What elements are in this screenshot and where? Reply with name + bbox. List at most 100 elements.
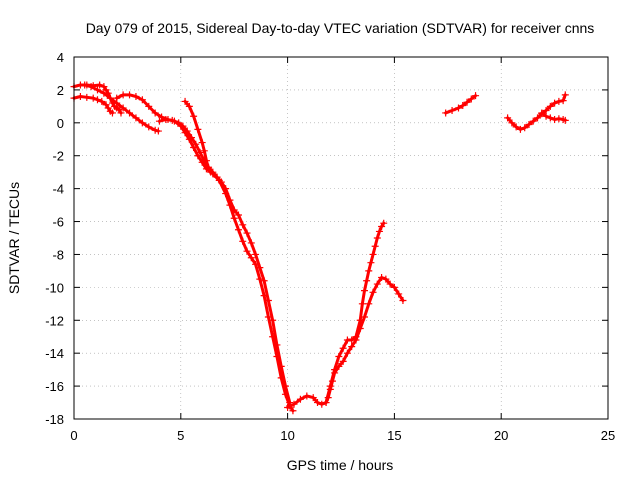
- data-point-marker: [256, 264, 264, 272]
- data-point-marker: [83, 93, 91, 101]
- series-track-f: [181, 97, 215, 176]
- data-point-marker: [162, 116, 170, 124]
- y-tick-label: -6: [52, 215, 64, 230]
- data-point-marker: [168, 116, 176, 124]
- data-point-marker: [339, 344, 347, 352]
- data-point-marker: [284, 403, 292, 411]
- data-point-marker: [234, 226, 242, 234]
- data-point-marker: [76, 92, 84, 100]
- data-point-marker: [185, 102, 193, 110]
- data-point-marker: [260, 277, 268, 285]
- data-point-marker: [151, 126, 159, 134]
- data-point-marker: [155, 117, 163, 125]
- y-tick-label: 0: [57, 116, 64, 131]
- data-point-marker: [512, 123, 520, 131]
- data-point-marker: [472, 92, 480, 100]
- data-points: [70, 81, 569, 415]
- data-point-marker: [373, 234, 381, 242]
- data-point-marker: [190, 112, 198, 120]
- data-point-marker: [363, 277, 371, 285]
- series-track-i: [442, 92, 480, 117]
- data-point-marker: [226, 196, 234, 204]
- y-tick-label: -8: [52, 247, 64, 262]
- data-point-marker: [303, 392, 311, 400]
- data-point-marker: [309, 394, 317, 402]
- data-point-marker: [217, 178, 225, 186]
- y-tick-label: -10: [45, 280, 64, 295]
- data-point-marker: [87, 83, 95, 91]
- y-tick-label: -18: [45, 412, 64, 427]
- data-point-marker: [365, 300, 373, 308]
- x-tick-label: 25: [601, 428, 615, 443]
- data-point-marker: [369, 250, 377, 258]
- data-point-marker: [289, 407, 297, 415]
- y-tick-label: 4: [57, 50, 64, 65]
- data-point-marker: [132, 92, 140, 100]
- data-point-marker: [331, 366, 339, 374]
- data-point-marker: [243, 229, 251, 237]
- data-point-marker: [538, 109, 546, 117]
- chart-title: Day 079 of 2015, Sidereal Day-to-day VTE…: [86, 20, 595, 36]
- data-point-marker: [296, 395, 304, 403]
- data-point-marker: [348, 343, 356, 351]
- data-point-marker: [467, 95, 475, 103]
- series-track-d: [113, 91, 297, 415]
- data-point-marker: [222, 185, 230, 193]
- data-point-marker: [454, 104, 462, 112]
- y-axis-label: SDTVAR / TECUs: [6, 182, 22, 294]
- data-point-marker: [382, 275, 390, 283]
- data-point-marker: [154, 127, 162, 135]
- x-tick-label: 10: [280, 428, 294, 443]
- data-point-marker: [399, 297, 407, 305]
- data-point-marker: [100, 89, 108, 97]
- data-point-marker: [239, 237, 247, 245]
- data-point-marker: [89, 94, 97, 102]
- data-point-marker: [194, 125, 202, 133]
- data-point-marker: [542, 112, 550, 120]
- data-point-marker: [138, 96, 146, 104]
- data-point-marker: [119, 91, 127, 99]
- data-point-marker: [202, 157, 210, 165]
- data-point-marker: [555, 97, 563, 105]
- data-point-marker: [561, 116, 569, 124]
- data-point-marker: [339, 357, 347, 365]
- y-tick-label: -16: [45, 379, 64, 394]
- x-tick-label: 15: [387, 428, 401, 443]
- data-point-marker: [561, 91, 569, 99]
- data-point-marker: [442, 109, 450, 117]
- data-point-marker: [181, 97, 189, 105]
- data-point-marker: [356, 316, 364, 324]
- data-point-marker: [365, 267, 373, 275]
- data-point-marker: [234, 211, 242, 219]
- data-point-marker: [326, 382, 334, 390]
- data-point-marker: [516, 125, 524, 133]
- x-tick-label: 20: [494, 428, 508, 443]
- y-tick-label: -12: [45, 313, 64, 328]
- data-point-marker: [106, 94, 114, 102]
- data-point-marker: [145, 102, 153, 110]
- data-point-marker: [132, 114, 140, 122]
- y-tick-label: -2: [52, 149, 64, 164]
- y-tick-label: -4: [52, 182, 64, 197]
- data-point-marker: [371, 242, 379, 250]
- x-tick-label: 0: [70, 428, 77, 443]
- data-point-marker: [126, 109, 134, 117]
- data-point-marker: [390, 283, 398, 291]
- series-track-e: [155, 116, 294, 407]
- y-tick-label: 2: [57, 83, 64, 98]
- data-point-marker: [126, 91, 134, 99]
- data-point-marker: [463, 98, 471, 106]
- data-point-marker: [378, 273, 386, 281]
- data-point-marker: [281, 382, 289, 390]
- data-point-marker: [98, 97, 106, 105]
- data-point-marker: [551, 116, 559, 124]
- series-trace: [157, 118, 292, 405]
- data-point-marker: [448, 106, 456, 114]
- data-point-marker: [117, 109, 125, 117]
- data-point-marker: [179, 122, 187, 130]
- data-point-marker: [138, 119, 146, 127]
- series-track-h: [322, 219, 388, 407]
- data-point-marker: [93, 86, 101, 94]
- data-point-marker: [264, 297, 272, 305]
- data-point-marker: [198, 139, 206, 147]
